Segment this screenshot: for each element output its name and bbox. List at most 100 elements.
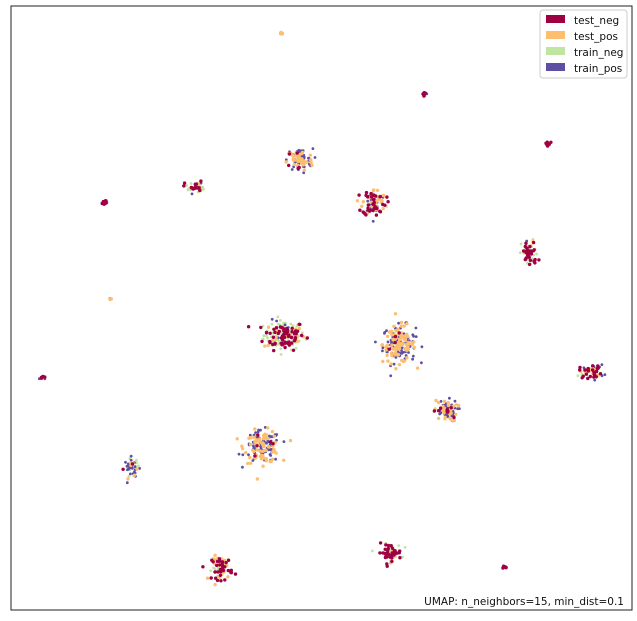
- point-train-pos: [282, 440, 286, 443]
- cluster-8: [518, 238, 541, 267]
- point-test-pos: [265, 436, 269, 441]
- point-test-neg: [371, 202, 375, 206]
- point-test-neg: [525, 247, 529, 251]
- point-train-pos: [124, 460, 127, 464]
- point-train-neg: [135, 458, 138, 462]
- point-test-neg: [223, 578, 227, 582]
- point-test-neg: [193, 185, 198, 189]
- point-train-pos: [247, 453, 250, 457]
- legend-label-test-neg: test_neg: [574, 15, 619, 27]
- point-test-pos: [392, 337, 396, 342]
- point-test-neg: [596, 364, 600, 368]
- point-train-neg: [294, 346, 298, 350]
- point-test-neg: [432, 409, 437, 413]
- point-test-neg: [198, 188, 202, 193]
- point-train-neg: [261, 324, 265, 328]
- point-test-pos: [266, 426, 270, 430]
- point-test-neg: [364, 190, 369, 195]
- point-train-pos: [439, 411, 443, 415]
- point-train-neg: [135, 461, 139, 465]
- point-test-neg: [221, 564, 225, 569]
- point-test-neg: [524, 241, 528, 245]
- legend-label-test-pos: test_pos: [574, 31, 618, 43]
- point-test-neg: [194, 182, 199, 186]
- point-test-neg: [215, 578, 220, 583]
- point-test-neg: [586, 376, 590, 381]
- point-test-neg: [256, 433, 260, 437]
- point-test-neg: [533, 257, 537, 262]
- point-train-pos: [452, 411, 455, 415]
- point-test-neg: [357, 193, 361, 197]
- point-train-neg: [212, 566, 216, 570]
- cluster-4: [284, 147, 317, 175]
- legend-frame: [539, 9, 628, 79]
- point-train-pos: [366, 199, 370, 203]
- cluster-19: [108, 297, 114, 301]
- point-test-pos: [299, 159, 303, 163]
- point-test-pos: [268, 459, 272, 464]
- point-test-pos: [387, 330, 392, 334]
- point-train-pos: [593, 378, 597, 382]
- point-test-neg: [386, 543, 391, 548]
- point-train-neg: [403, 546, 407, 549]
- point-test-neg: [594, 369, 599, 374]
- point-test-pos: [248, 455, 252, 460]
- point-test-pos: [384, 345, 388, 349]
- cluster-1: [246, 315, 309, 356]
- point-train-pos: [133, 465, 137, 469]
- legend-swatch-test-neg: [546, 15, 565, 23]
- point-test-pos: [389, 351, 394, 356]
- plot-area: [10, 5, 633, 611]
- point-test-neg: [388, 555, 392, 559]
- point-train-pos: [420, 361, 423, 365]
- point-test-pos: [255, 438, 259, 442]
- point-test-pos: [270, 429, 275, 434]
- point-train-pos: [420, 345, 424, 349]
- point-test-neg: [390, 559, 394, 564]
- point-test-neg: [592, 375, 596, 379]
- point-test-pos: [381, 359, 385, 364]
- point-test-pos: [456, 403, 461, 408]
- point-test-pos: [385, 334, 390, 339]
- point-test-neg: [287, 340, 291, 344]
- point-test-pos: [436, 416, 441, 421]
- point-train-pos: [237, 452, 241, 456]
- point-train-neg: [518, 251, 522, 255]
- point-train-pos: [603, 373, 607, 376]
- cluster-2: [374, 312, 424, 378]
- point-train-pos: [411, 354, 415, 358]
- point-test-pos: [266, 325, 271, 329]
- point-test-neg: [384, 543, 388, 547]
- point-train-pos: [129, 472, 132, 476]
- point-test-pos: [403, 338, 408, 343]
- point-test-neg: [280, 343, 284, 347]
- point-test-neg: [226, 558, 231, 562]
- point-test-pos: [213, 582, 217, 587]
- point-train-neg: [261, 337, 265, 341]
- point-test-neg: [421, 92, 425, 96]
- point-train-neg: [277, 322, 280, 326]
- point-train-pos: [389, 374, 393, 378]
- point-train-neg: [535, 252, 538, 256]
- point-test-neg: [364, 213, 368, 217]
- point-test-neg: [547, 142, 551, 146]
- point-test-pos: [452, 418, 456, 423]
- point-test-neg: [383, 547, 387, 551]
- point-test-pos: [381, 193, 386, 198]
- point-test-pos: [252, 435, 256, 439]
- point-train-neg: [137, 464, 140, 468]
- umap-parameters-annotation: UMAP: n_neighbors=15, min_dist=0.1: [424, 596, 624, 608]
- point-test-pos: [392, 324, 396, 328]
- point-test-neg: [224, 560, 228, 565]
- point-test-pos: [309, 158, 313, 162]
- point-test-pos: [448, 416, 452, 420]
- point-test-pos: [248, 442, 253, 447]
- point-test-pos: [446, 401, 450, 405]
- point-test-pos: [261, 464, 265, 468]
- point-train-pos: [138, 467, 142, 470]
- point-train-neg: [282, 321, 285, 325]
- point-test-neg: [446, 410, 450, 414]
- point-test-neg: [533, 261, 537, 265]
- point-test-neg: [215, 563, 219, 568]
